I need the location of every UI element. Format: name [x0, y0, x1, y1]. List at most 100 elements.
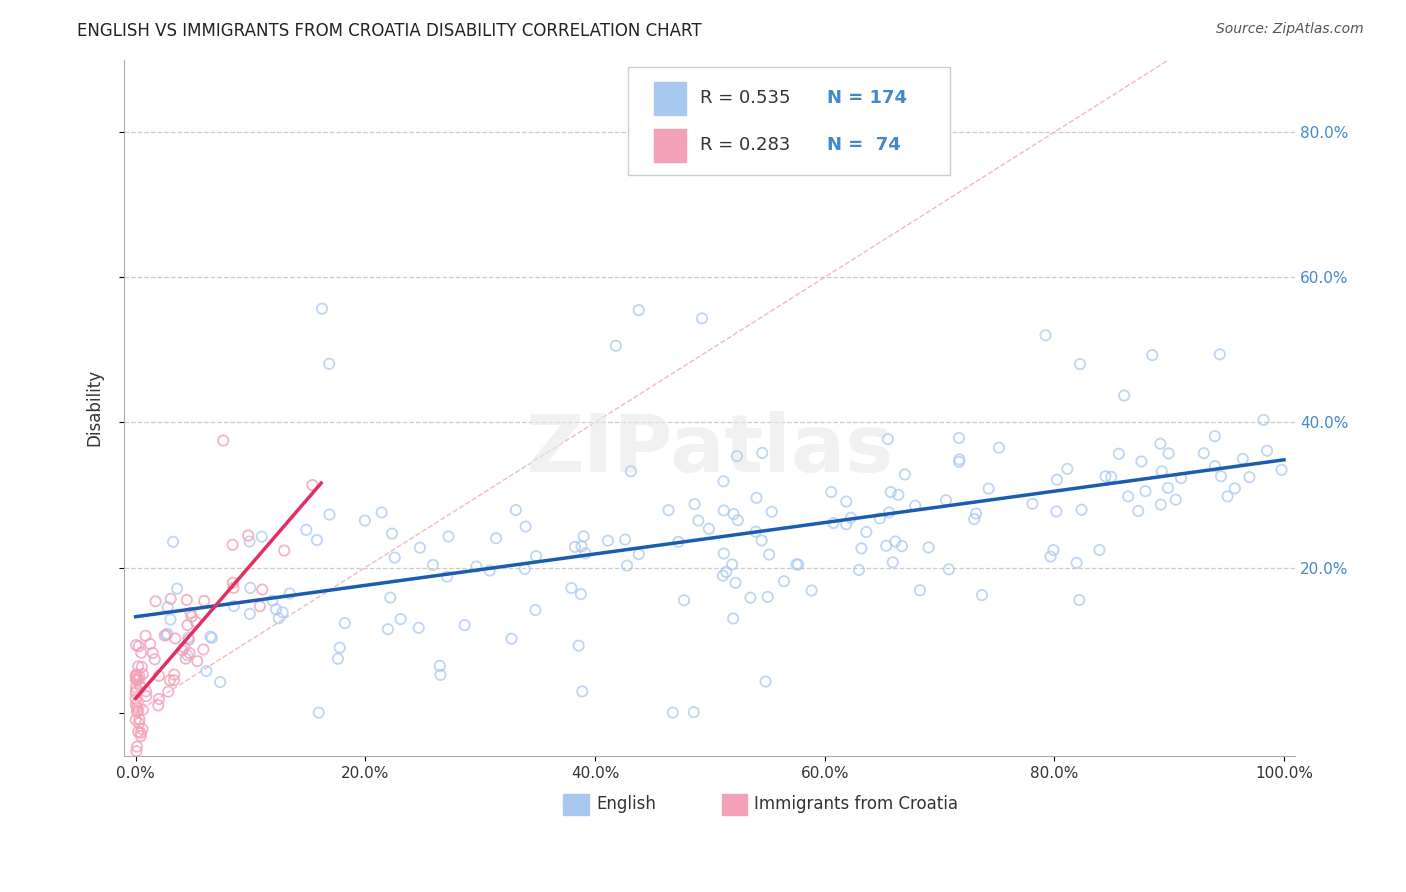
Point	[904, 499, 927, 513]
Point	[683, 497, 706, 511]
Point	[129, 729, 152, 743]
Point	[1069, 593, 1091, 607]
Point	[311, 301, 333, 316]
Point	[221, 538, 243, 552]
Point	[333, 616, 356, 631]
Point	[156, 627, 179, 641]
Point	[305, 533, 328, 547]
Point	[132, 667, 155, 681]
Point	[381, 526, 404, 541]
Point	[295, 523, 318, 537]
Point	[252, 582, 274, 597]
Point	[524, 549, 547, 564]
Point	[977, 482, 1000, 496]
Point	[755, 674, 778, 689]
Point	[163, 673, 186, 688]
Point	[131, 660, 153, 674]
Point	[1150, 464, 1173, 478]
Point	[965, 507, 987, 521]
Point	[574, 546, 596, 560]
Point	[721, 611, 744, 625]
Point	[370, 506, 392, 520]
FancyBboxPatch shape	[721, 795, 747, 815]
Point	[408, 621, 430, 635]
Point	[124, 698, 146, 712]
FancyBboxPatch shape	[564, 795, 589, 815]
Point	[125, 667, 148, 681]
Point	[128, 712, 150, 726]
Text: English: English	[596, 796, 657, 814]
Text: ZIPatlas: ZIPatlas	[526, 410, 894, 489]
Point	[124, 692, 146, 706]
Point	[318, 508, 340, 522]
Point	[839, 510, 862, 524]
Point	[159, 591, 181, 606]
Point	[180, 609, 202, 624]
Point	[422, 558, 444, 572]
Point	[1099, 470, 1122, 484]
Point	[129, 725, 152, 739]
Point	[745, 491, 768, 505]
Point	[721, 558, 744, 572]
Point	[128, 669, 150, 683]
Point	[884, 534, 907, 549]
Point	[616, 558, 638, 573]
Point	[697, 522, 720, 536]
Point	[135, 684, 157, 698]
Text: N =  74: N = 74	[827, 136, 901, 153]
Point	[389, 612, 412, 626]
Point	[908, 583, 931, 598]
Point	[127, 696, 149, 710]
Point	[560, 581, 582, 595]
Point	[162, 534, 184, 549]
Point	[273, 543, 295, 558]
Point	[690, 311, 713, 326]
Point	[377, 622, 399, 636]
Point	[173, 640, 195, 655]
Point	[222, 575, 245, 590]
Point	[193, 594, 215, 608]
Point	[148, 692, 170, 706]
Point	[596, 533, 619, 548]
Point	[125, 673, 148, 687]
Point	[662, 706, 685, 720]
Point	[948, 431, 970, 445]
Point	[891, 539, 914, 553]
Point	[153, 628, 176, 642]
Point	[1042, 543, 1064, 558]
Point	[938, 562, 960, 576]
Point	[820, 485, 842, 500]
Point	[143, 652, 166, 666]
Point	[128, 639, 150, 653]
Point	[1108, 447, 1130, 461]
Point	[614, 533, 637, 547]
Point	[179, 646, 201, 660]
Point	[1157, 481, 1180, 495]
Point	[935, 493, 957, 508]
Point	[127, 704, 149, 718]
Point	[513, 562, 536, 576]
Point	[177, 631, 200, 645]
Point	[571, 684, 593, 698]
Point	[627, 303, 650, 318]
Point	[882, 555, 904, 569]
Point	[855, 524, 877, 539]
Point	[970, 588, 993, 602]
Point	[142, 646, 165, 660]
Point	[569, 587, 592, 601]
Point	[429, 658, 451, 673]
Point	[125, 684, 148, 698]
Point	[787, 558, 810, 572]
Point	[564, 540, 586, 554]
Point	[505, 503, 527, 517]
Point	[988, 441, 1011, 455]
Point	[127, 659, 149, 673]
Point	[1066, 556, 1088, 570]
Point	[409, 541, 432, 555]
Point	[877, 505, 900, 519]
Point	[186, 654, 208, 668]
Point	[157, 684, 180, 698]
Point	[1035, 328, 1057, 343]
Point	[668, 534, 690, 549]
Point	[1128, 504, 1150, 518]
